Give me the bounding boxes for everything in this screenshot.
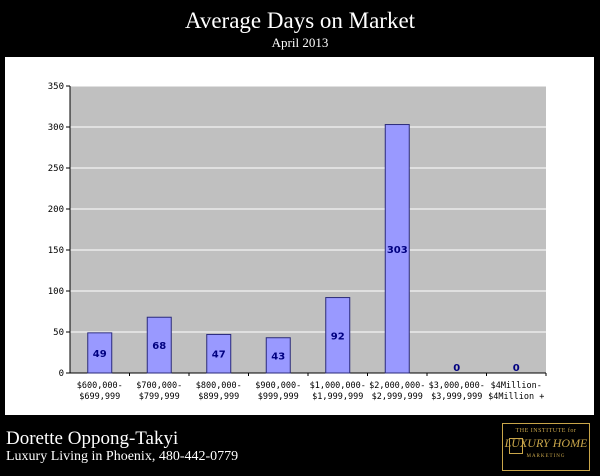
x-tick-label: $900,000- [255,381,301,391]
bar-value-label: 68 [152,341,166,352]
agent-tagline: Luxury Living in Phoenix, 480-442-0779 [6,449,239,464]
bar-value-label: 92 [331,331,345,342]
x-tick-label: $800,000- [196,381,242,391]
x-tick-label: $3,999,999 [431,392,482,402]
y-tick-label: 50 [53,328,64,338]
bar-value-label: 0 [453,363,460,374]
bar [325,297,351,374]
y-tick-label: 300 [48,123,64,133]
x-tick-label: $699,999 [79,392,120,402]
bar [206,333,232,374]
y-tick-label: 0 [59,369,64,379]
x-tick-label: $700,000- [136,381,182,391]
x-tick-label: $4Million + [488,392,544,402]
bar-value-label: 43 [271,351,285,362]
x-tick-label: $3,000,000- [429,381,485,391]
x-tick-label: $2,000,000- [369,381,425,391]
institute-logo: THE INSTITUTE for LUXURY HOME MARKETING [502,423,590,471]
y-tick-label: 200 [48,205,64,215]
bar-value-label: 49 [93,349,107,360]
x-tick-label: $1,999,999 [312,392,363,402]
chart-panel: 0 50 100 150 200 250 300 350 49 $600,000- $699,999… [5,57,594,415]
bar [146,316,172,374]
y-tick-label: 150 [48,246,64,256]
x-tick-label: $899,999 [198,392,239,402]
x-tick-label: $1,000,000- [310,381,366,391]
logo-seal-icon [509,438,523,454]
x-tick-label: $999,999 [258,392,299,402]
bar-value-label: 47 [212,350,226,361]
chart-title: Average Days on Market [184,8,416,33]
y-tick-label: 350 [48,82,64,92]
x-tick-label: $799,999 [139,392,180,402]
x-tick-label: $2,999,999 [372,392,423,402]
logo-line2: LUXURY HOME [504,436,588,450]
chart-header: Average Days on Market April 2013 [0,0,600,58]
bar [87,332,113,374]
y-tick-label: 250 [48,164,64,174]
bar-chart: 0 50 100 150 200 250 300 350 49 $600,000-$699,999… [48,82,547,402]
bar-value-label: 303 [387,245,408,256]
agent-name: Dorette Oppong-Takyi [6,428,179,449]
logo-line3: MARKETING [526,454,566,459]
logo-line1: THE INSTITUTE for [515,428,577,434]
y-tick-label: 100 [48,287,64,297]
x-tick-label: $4Million- [491,381,542,391]
bar-value-label: 0 [513,363,520,374]
bar [265,337,291,374]
x-tick-label: $600,000- [77,381,123,391]
chart-subtitle: April 2013 [271,35,329,50]
bar [384,124,410,374]
plot-area [70,86,546,373]
